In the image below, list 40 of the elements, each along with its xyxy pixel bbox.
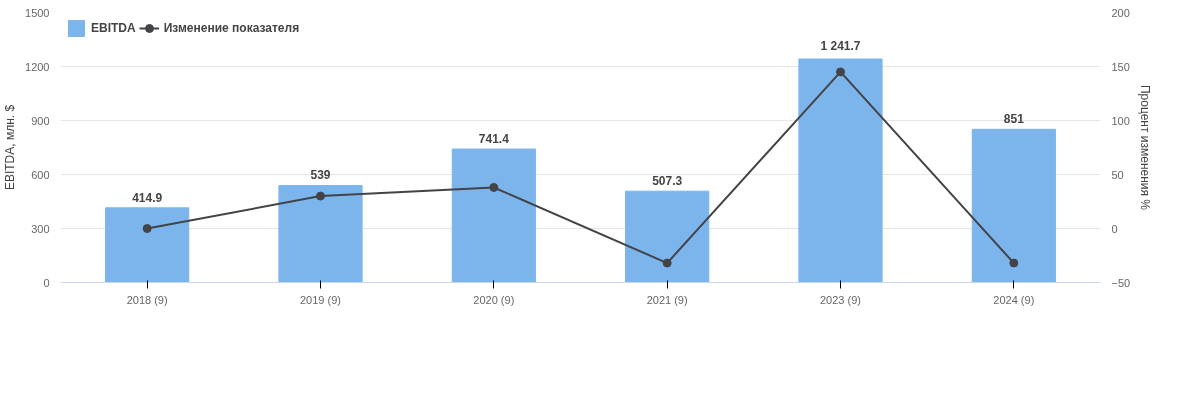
data-label: 851: [1003, 112, 1025, 127]
y2-tick-label: 0: [1111, 222, 1118, 235]
legend-label: Изменение показателя: [163, 21, 300, 35]
x-tick-label: 2019 (9): [300, 293, 341, 306]
y-tick-label: 0: [43, 276, 50, 289]
point: [316, 191, 325, 201]
data-label: 741.4: [478, 132, 510, 147]
point: [662, 258, 672, 268]
bar: [798, 58, 883, 283]
x-tick-label: 2020 (9): [473, 293, 515, 306]
legend-label: EBITDA: [91, 21, 136, 35]
data-label: 507.3: [652, 174, 683, 189]
bar: [105, 207, 190, 283]
y2-tick-label: −50: [1111, 276, 1131, 289]
y2-axis-title: Процент изменения %: [1138, 84, 1153, 211]
data-label: 414.9: [132, 190, 163, 205]
bar: [278, 184, 363, 283]
x-tick-label: 2021 (9): [646, 293, 688, 306]
point: [489, 182, 499, 192]
y2-tick-label: 200: [1111, 6, 1130, 19]
x-tick-label: 2018 (9): [126, 293, 168, 306]
y-tick-label: 900: [31, 114, 50, 127]
y-tick-label: 1500: [25, 6, 50, 19]
point: [142, 224, 152, 233]
y-axis-title: EBITDA, млн. $: [3, 104, 18, 191]
y-tick-label: 300: [31, 222, 50, 235]
x-tick-label: 2023 (9): [820, 293, 861, 306]
y2-tick-label: 50: [1111, 168, 1124, 181]
point: [1009, 258, 1019, 268]
x-tick-label: 2024 (9): [993, 293, 1035, 306]
data-label: 539: [310, 168, 331, 183]
y-tick-label: 1200: [25, 60, 50, 73]
bar: [451, 148, 536, 283]
point: [836, 67, 845, 77]
y2-tick-label: 100: [1111, 114, 1130, 127]
y2-tick-label: 150: [1111, 60, 1130, 73]
data-label: 1 241.7: [820, 38, 861, 53]
bar: [625, 190, 710, 283]
bar: [971, 128, 1056, 283]
y-tick-label: 600: [31, 168, 50, 181]
